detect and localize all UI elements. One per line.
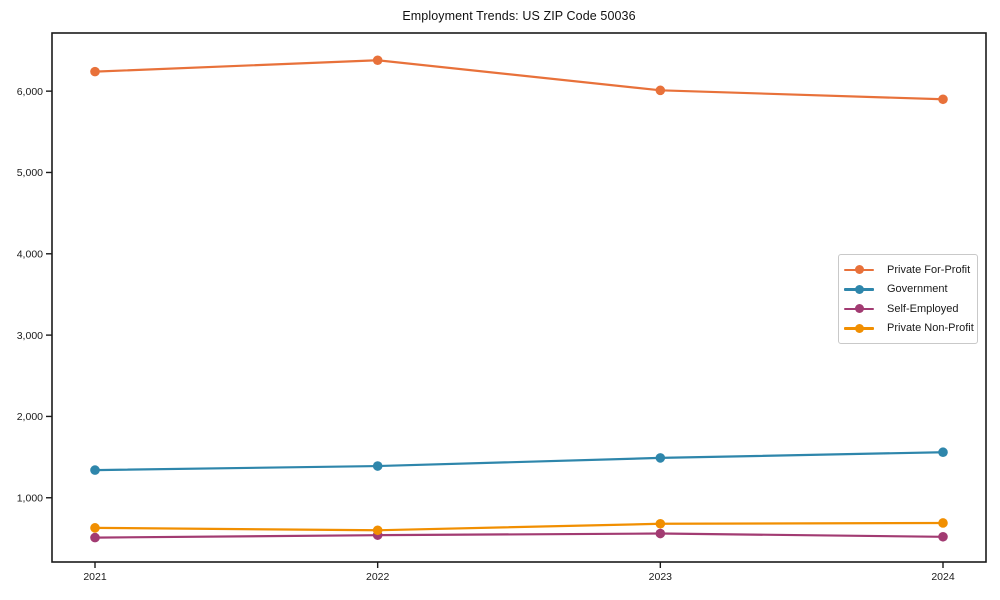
data-point-government [938,447,948,458]
data-point-private-for-profit [938,94,948,105]
data-point-private-non-profit [90,523,100,533]
x-tick-label: 2022 [366,571,390,583]
data-point-private-non-profit [372,525,383,536]
chart-title: Employment Trends: US ZIP Code 50036 [402,9,636,23]
legend-label: Government [887,283,948,296]
y-tick-label: 6,000 [17,86,43,98]
series-line-private-for-profit [93,59,945,101]
data-point-government [655,453,666,463]
y-tick-label: 4,000 [17,248,43,260]
x-tick-label: 2024 [931,571,955,583]
data-point-private-for-profit [90,66,100,77]
legend-line-marker-icon [844,265,874,275]
x-tick-label: 2021 [83,571,107,583]
legend-line-marker-icon [844,284,874,294]
legend-item: Government [844,280,969,300]
legend-line-marker-icon [844,323,874,333]
legend-item: Private Non-Profit [844,319,974,339]
data-point-government [372,461,383,471]
legend: Private For-Profit Government Self-Emplo… [838,254,978,344]
legend-line-marker-icon [844,304,874,314]
legend-item: Private For-Profit [844,260,971,280]
data-point-private-for-profit [372,55,383,66]
plot-border [51,32,987,563]
legend-label: Private Non-Profit [887,322,974,335]
y-tick-label: 5,000 [17,167,43,179]
data-point-self-employed [90,532,100,543]
data-point-self-employed [655,528,666,539]
legend-label: Private For-Profit [887,263,971,276]
y-tick-label: 3,000 [17,330,43,342]
legend-label: Self-Employed [887,302,959,315]
y-tick-label: 1,000 [17,492,43,504]
series-line-government [93,451,945,472]
data-point-self-employed [938,531,948,542]
x-tick-label: 2023 [649,571,673,583]
data-point-government [90,465,100,475]
series-line-self-employed [93,532,945,539]
data-point-private-non-profit [655,518,666,529]
legend-item: Self-Employed [844,299,969,319]
series-line-private-non-profit [93,521,945,532]
data-point-private-non-profit [938,518,948,528]
data-point-private-for-profit [655,85,666,96]
y-tick-label: 2,000 [17,411,43,423]
